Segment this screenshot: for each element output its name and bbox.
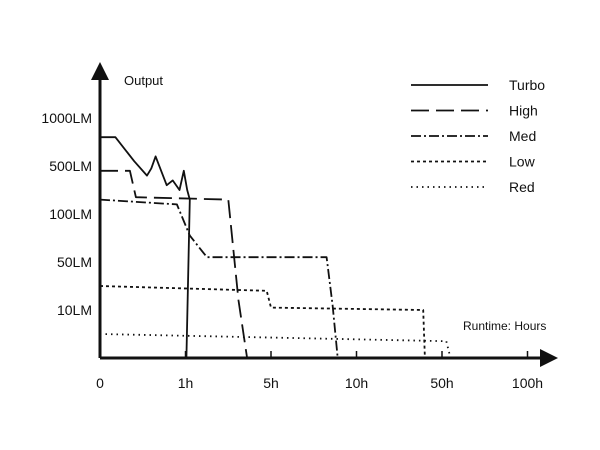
- x-tick-label: 100h: [512, 375, 543, 391]
- x-tick-label: 0: [96, 375, 104, 391]
- x-axis-arrow: [540, 349, 558, 367]
- legend: Turbo High Med Low Red: [411, 77, 545, 195]
- series-layer: [99, 136, 452, 359]
- legend-label-red: Red: [509, 179, 535, 195]
- series-line-turbo: [100, 136, 191, 359]
- y-axis-arrow: [91, 62, 109, 80]
- y-axis-title: Output: [124, 73, 163, 88]
- y-tick-label: 10LM: [57, 302, 92, 318]
- y-tick-label: 100LM: [49, 206, 92, 222]
- series-line-red: [99, 333, 452, 359]
- series-line-med: [99, 198, 339, 359]
- series-line-low: [99, 285, 426, 359]
- x-tick-label: 50h: [430, 375, 453, 391]
- y-tick-label: 50LM: [57, 254, 92, 270]
- x-tick-label: 1h: [178, 375, 194, 391]
- ticks: 0 1h 5h 10h 50h 100h 10LM 50LM 100LM 500LM 1000LM: [41, 110, 543, 391]
- y-tick-label: 500LM: [49, 158, 92, 174]
- legend-label-high: High: [509, 103, 538, 119]
- series-line-high: [100, 169, 248, 359]
- y-tick-label: 1000LM: [41, 110, 92, 126]
- x-axis-title: Runtime: Hours: [463, 319, 546, 333]
- legend-label-low: Low: [509, 154, 536, 170]
- axes: [91, 62, 558, 367]
- legend-label-turbo: Turbo: [509, 77, 545, 93]
- x-tick-label: 10h: [345, 375, 368, 391]
- x-tick-label: 5h: [263, 375, 279, 391]
- legend-label-med: Med: [509, 128, 536, 144]
